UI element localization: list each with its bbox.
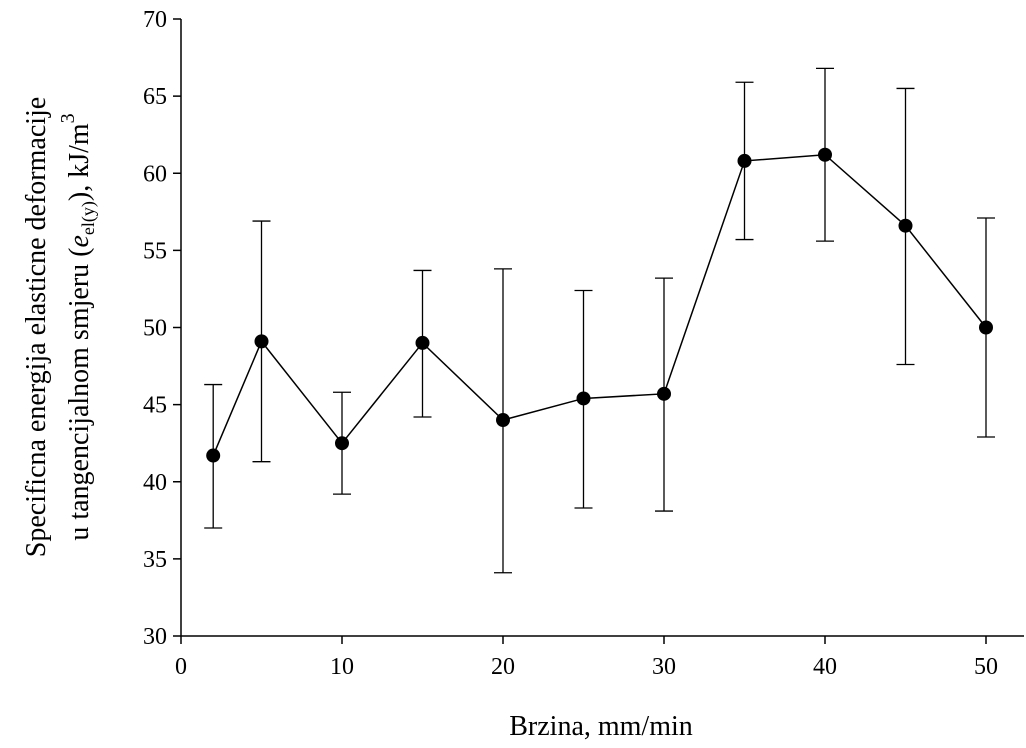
y-tick-label: 45 bbox=[143, 393, 167, 419]
y-tick-label: 60 bbox=[143, 161, 167, 187]
y-tick-label: 70 bbox=[143, 7, 167, 33]
y-tick-label: 30 bbox=[143, 624, 167, 650]
y-tick-label: 35 bbox=[143, 547, 167, 573]
data-point bbox=[818, 147, 832, 162]
y-axis-title-2: u tangencijalnom smjeru (eel(y)), kJ/m3 bbox=[57, 113, 99, 540]
x-tick-label: 20 bbox=[491, 654, 515, 680]
y-tick-label: 40 bbox=[143, 470, 167, 496]
y-tick-label: 65 bbox=[143, 84, 167, 110]
y-ticks: 30 35 40 45 50 55 60 65 70 bbox=[143, 7, 181, 650]
data-point bbox=[206, 448, 221, 463]
x-tick-label: 0 bbox=[175, 654, 187, 680]
y-axis-title-line1: Specificna energija elasticne deformacij… bbox=[21, 97, 52, 557]
data-point bbox=[657, 386, 671, 401]
data-point bbox=[254, 334, 269, 349]
ylabel-var: e bbox=[64, 235, 95, 247]
data-point bbox=[898, 218, 913, 233]
data-point bbox=[737, 153, 752, 168]
x-tick-label: 10 bbox=[330, 654, 354, 680]
y-tick-label: 55 bbox=[143, 238, 167, 264]
x-tick-label: 30 bbox=[652, 654, 676, 680]
ylabel-suffix: ), kJ/m bbox=[64, 123, 95, 201]
ylabel-prefix: u tangencijalnom smjeru ( bbox=[64, 248, 95, 541]
data-point bbox=[496, 413, 510, 428]
ylabel-sub: el(y) bbox=[78, 201, 99, 235]
data-point bbox=[979, 320, 993, 335]
x-ticks: 0 10 20 30 40 50 bbox=[175, 636, 998, 680]
data-point bbox=[415, 335, 430, 350]
y-tick-label: 50 bbox=[143, 316, 167, 342]
data-markers bbox=[206, 147, 993, 463]
data-point bbox=[335, 436, 349, 451]
y-axis-title-line2: u tangencijalnom smjeru (eel(y)), kJ/m3 bbox=[57, 113, 99, 540]
x-tick-label: 50 bbox=[974, 654, 998, 680]
error-bars bbox=[204, 67, 995, 574]
x-tick-label: 40 bbox=[813, 654, 837, 680]
series-line bbox=[212, 153, 987, 456]
x-axis-title: Brzina, mm/min bbox=[509, 711, 693, 742]
ylabel-sup: 3 bbox=[57, 113, 79, 123]
data-point bbox=[576, 391, 591, 406]
y-axis-title: Specificna energija elasticne deformacij… bbox=[21, 97, 52, 557]
